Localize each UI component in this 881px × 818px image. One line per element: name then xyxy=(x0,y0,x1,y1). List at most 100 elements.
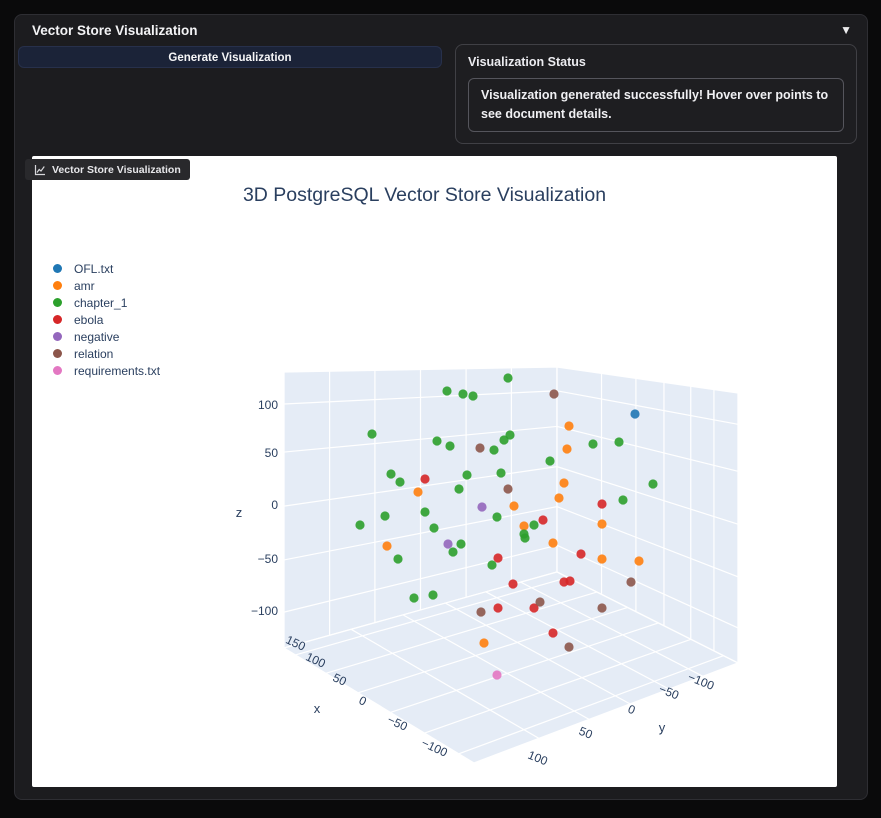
grid-line xyxy=(556,425,739,472)
data-point-relation[interactable] xyxy=(564,642,574,652)
grid-line xyxy=(295,576,569,656)
data-point-chapter_1[interactable] xyxy=(468,391,478,401)
data-point-amr[interactable] xyxy=(634,556,644,566)
data-point-chapter_1[interactable] xyxy=(529,520,539,530)
data-point-negative[interactable] xyxy=(477,502,487,512)
data-point-chapter_1[interactable] xyxy=(420,507,430,517)
data-point-ebola[interactable] xyxy=(493,603,503,613)
legend-item-negative[interactable]: negative xyxy=(53,328,160,345)
data-point-amr[interactable] xyxy=(562,444,572,454)
data-point-chapter_1[interactable] xyxy=(386,469,396,479)
data-point-amr[interactable] xyxy=(564,421,574,431)
data-point-chapter_1[interactable] xyxy=(429,523,439,533)
tick-label-z: −50 xyxy=(258,552,279,566)
grid-line xyxy=(556,390,739,425)
data-point-chapter_1[interactable] xyxy=(648,479,658,489)
data-point-chapter_1[interactable] xyxy=(409,593,419,603)
tick-label-z: 50 xyxy=(265,446,279,460)
data-point-ebola[interactable] xyxy=(576,549,586,559)
data-point-ebola[interactable] xyxy=(559,577,569,587)
data-point-chapter_1[interactable] xyxy=(520,533,530,543)
data-point-amr[interactable] xyxy=(554,493,564,503)
accordion-collapse-icon[interactable]: ▼ xyxy=(840,23,852,37)
data-point-chapter_1[interactable] xyxy=(445,441,455,451)
data-point-amr[interactable] xyxy=(413,487,423,497)
data-point-amr[interactable] xyxy=(519,521,529,531)
data-point-negative[interactable] xyxy=(443,539,453,549)
data-point-relation[interactable] xyxy=(503,484,513,494)
tick-label-y: 100 xyxy=(526,748,550,769)
plot-tab-label: Vector Store Visualization xyxy=(52,163,181,176)
axis-label: y xyxy=(659,720,666,735)
status-panel-label: Visualization Status xyxy=(468,55,586,69)
grid-line xyxy=(350,628,540,739)
data-point-chapter_1[interactable] xyxy=(492,512,502,522)
data-point-ebola[interactable] xyxy=(420,474,430,484)
data-point-amr[interactable] xyxy=(559,478,569,488)
data-point-chapter_1[interactable] xyxy=(454,484,464,494)
data-point-chapter_1[interactable] xyxy=(367,429,377,439)
data-point-chapter_1[interactable] xyxy=(448,547,458,557)
data-point-chapter_1[interactable] xyxy=(393,554,403,564)
legend-label: ebola xyxy=(74,312,104,327)
data-point-amr[interactable] xyxy=(382,541,392,551)
data-point-chapter_1[interactable] xyxy=(355,520,365,530)
data-point-chapter_1[interactable] xyxy=(496,468,506,478)
data-point-ebola[interactable] xyxy=(508,579,518,589)
data-point-chapter_1[interactable] xyxy=(487,560,497,570)
data-point-chapter_1[interactable] xyxy=(428,590,438,600)
data-point-amr[interactable] xyxy=(548,538,558,548)
data-point-ebola[interactable] xyxy=(548,628,558,638)
legend-marker-icon xyxy=(53,298,62,307)
data-point-chapter_1[interactable] xyxy=(588,439,598,449)
data-point-chapter_1[interactable] xyxy=(545,456,555,466)
data-point-amr[interactable] xyxy=(597,554,607,564)
data-point-ebola[interactable] xyxy=(493,553,503,563)
legend-label: chapter_1 xyxy=(74,295,128,310)
data-point-OFL.txt[interactable] xyxy=(630,409,640,419)
plot-tab: Vector Store Visualization xyxy=(25,159,190,180)
legend-item-OFL.txt[interactable]: OFL.txt xyxy=(53,260,160,277)
data-point-relation[interactable] xyxy=(476,607,486,617)
tick-label-z: 0 xyxy=(271,498,278,512)
legend-item-relation[interactable]: relation xyxy=(53,345,160,362)
grid-line xyxy=(424,638,692,734)
data-point-chapter_1[interactable] xyxy=(458,389,468,399)
data-point-relation[interactable] xyxy=(597,603,607,613)
data-point-chapter_1[interactable] xyxy=(499,435,509,445)
grid-line xyxy=(520,581,704,677)
tick-label-z: −100 xyxy=(251,604,278,618)
data-point-chapter_1[interactable] xyxy=(614,437,624,447)
data-point-amr[interactable] xyxy=(597,519,607,529)
data-point-chapter_1[interactable] xyxy=(442,386,452,396)
data-point-chapter_1[interactable] xyxy=(503,373,513,383)
data-point-ebola[interactable] xyxy=(538,515,548,525)
data-point-chapter_1[interactable] xyxy=(618,495,628,505)
data-point-chapter_1[interactable] xyxy=(395,477,405,487)
legend-item-ebola[interactable]: ebola xyxy=(53,311,160,328)
generate-visualization-button[interactable]: Generate Visualization xyxy=(18,46,442,68)
data-point-chapter_1[interactable] xyxy=(462,470,472,480)
data-point-chapter_1[interactable] xyxy=(380,511,390,521)
data-point-amr[interactable] xyxy=(509,501,519,511)
data-point-ebola[interactable] xyxy=(597,499,607,509)
grid-line xyxy=(485,591,670,690)
data-point-relation[interactable] xyxy=(549,389,559,399)
data-point-relation[interactable] xyxy=(475,443,485,453)
data-point-amr[interactable] xyxy=(479,638,489,648)
legend-marker-icon xyxy=(53,332,62,341)
data-point-relation[interactable] xyxy=(626,577,636,587)
grid-line xyxy=(458,655,724,755)
legend-item-chapter_1[interactable]: chapter_1 xyxy=(53,294,160,311)
data-point-requirements.txt[interactable] xyxy=(492,670,502,680)
data-point-ebola[interactable] xyxy=(529,603,539,613)
data-point-chapter_1[interactable] xyxy=(456,539,466,549)
legend-item-requirements.txt[interactable]: requirements.txt xyxy=(53,362,160,379)
data-point-relation[interactable] xyxy=(535,597,545,607)
data-point-chapter_1[interactable] xyxy=(432,436,442,446)
data-point-chapter_1[interactable] xyxy=(489,445,499,455)
chart-title: 3D PostgreSQL Vector Store Visualization xyxy=(242,184,607,206)
legend-item-amr[interactable]: amr xyxy=(53,277,160,294)
